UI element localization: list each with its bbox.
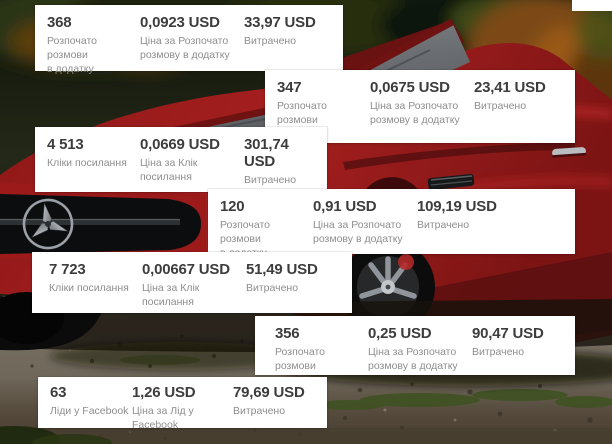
metric-cost: 0,0675 USD Ціна за Розпочато розмову в д… (370, 79, 474, 127)
metric-value: 0,0923 USD (140, 14, 220, 31)
metric-label: Витрачено (246, 282, 299, 294)
metric-label: Ціна за Розпочато розмову в додатку (313, 219, 403, 245)
metric-cost: 0,00667 USD Ціна за Клік посилання (142, 261, 246, 309)
metric-spent: 90,47 USD Витрачено (472, 325, 567, 359)
metric-label: Ціна за Клік посилання (142, 282, 200, 308)
metric-facebook-leads: 63 Ліди у Facebook (50, 384, 132, 418)
metric-cost: 0,0923 USD Ціна за Розпочато розмову в д… (140, 14, 244, 62)
metric-value: 7 723 (49, 261, 86, 278)
metric-label: Витрачено (474, 100, 527, 112)
metric-value: 90,47 USD (472, 325, 544, 342)
metric-cost: 1,26 USD Ціна за Лід у Facebook (132, 384, 233, 432)
metric-value: 347 (277, 79, 302, 96)
grille-slat (0, 219, 180, 225)
metric-spent: 109,19 USD Витрачено (417, 198, 567, 232)
metric-value: 33,97 USD (244, 14, 316, 31)
metric-value: 356 (275, 325, 300, 342)
door-handle-icon (552, 147, 587, 158)
stat-card-3: 4 513 Кліки посилання 0,0669 USD Ціна за… (35, 127, 327, 192)
metric-label: Ціна за Розпочато розмову в додатку (368, 346, 458, 372)
metric-value: 79,69 USD (233, 384, 305, 401)
metric-cost: 0,91 USD Ціна за Розпочато розмову в дод… (313, 198, 417, 246)
stat-card-1: 368 Розпочато розмови в додатку 0,0923 U… (35, 5, 343, 75)
metric-label: Витрачено (417, 219, 470, 231)
metric-value: 4 513 (47, 136, 84, 153)
metric-spent: 301,74 USD Витрачено (244, 136, 319, 187)
metric-value: 0,25 USD (368, 325, 432, 342)
metric-cost: 0,0669 USD Ціна за Клік посилання (140, 136, 244, 184)
metric-label: Витрачено (244, 35, 297, 47)
metric-value: 368 (47, 14, 72, 31)
metric-value: 0,00667 USD (142, 261, 230, 278)
metric-value: 0,0675 USD (370, 79, 450, 96)
metric-link-clicks: 7 723 Кліки посилання (49, 261, 142, 295)
metric-value: 63 (50, 384, 67, 401)
metric-value: 0,91 USD (313, 198, 377, 215)
metric-cost: 0,25 USD Ціна за Розпочато розмову в дод… (368, 325, 472, 373)
metric-value: 0,0669 USD (140, 136, 220, 153)
brake-caliper (398, 254, 414, 270)
metric-label: Ціна за Розпочато розмову в додатку (370, 100, 460, 126)
front-grille (0, 183, 206, 258)
stat-card-5: 7 723 Кліки посилання 0,00667 USD Ціна з… (32, 252, 352, 313)
metric-label: Розпочато розмови в додатку (47, 35, 97, 75)
metric-spent: 79,69 USD Витрачено (233, 384, 319, 418)
metric-label: Ліди у Facebook (50, 405, 129, 417)
metric-label: Витрачено (233, 405, 286, 417)
stat-card-7: 63 Ліди у Facebook 1,26 USD Ціна за Лід … (38, 377, 327, 431)
stat-card-6: 356 Розпочато розмови в додатку 0,25 USD… (255, 316, 575, 386)
metric-label: Ціна за Розпочато розмову в додатку (140, 35, 230, 61)
metric-value: 23,41 USD (474, 79, 546, 96)
metric-label: Ціна за Клік посилання (140, 157, 198, 183)
card-fragment (572, 0, 612, 11)
mercedes-star-icon (22, 198, 74, 250)
metric-spent: 23,41 USD Витрачено (474, 79, 567, 113)
stat-card-4: 120 Розпочато розмови в додатку 0,91 USD… (208, 189, 575, 259)
metric-conversations: 368 Розпочато розмови в додатку (47, 14, 140, 76)
metric-conversations: 120 Розпочато розмови в додатку (220, 198, 313, 260)
metric-label: Витрачено (244, 174, 297, 186)
metric-value: 1,26 USD (132, 384, 196, 401)
metric-spent: 33,97 USD Витрачено (244, 14, 335, 48)
metric-label: Кліки посилання (47, 157, 127, 169)
metric-label: Витрачено (472, 346, 525, 358)
metric-spent: 51,49 USD Витрачено (246, 261, 344, 295)
metric-value: 51,49 USD (246, 261, 318, 278)
side-vent (427, 173, 475, 191)
metric-link-clicks: 4 513 Кліки посилання (47, 136, 140, 170)
metric-value: 120 (220, 198, 245, 215)
metric-value: 109,19 USD (417, 198, 497, 215)
metric-value: 301,74 USD (244, 136, 289, 170)
metric-label: Ціна за Лід у Facebook (132, 405, 194, 431)
metric-label: Кліки посилання (49, 282, 129, 294)
